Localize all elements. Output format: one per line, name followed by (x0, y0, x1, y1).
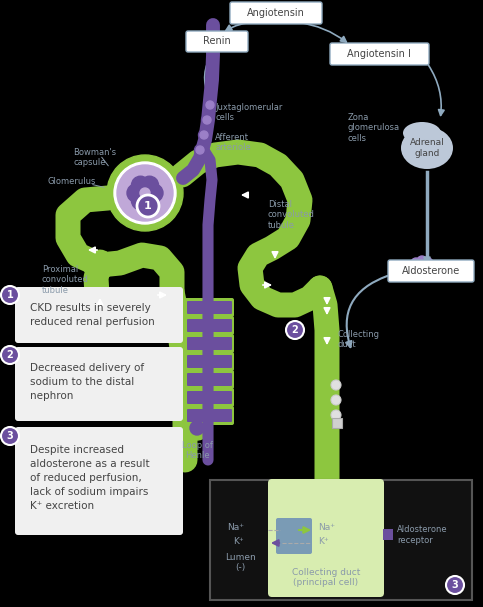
Text: Glomerulus: Glomerulus (48, 177, 97, 186)
FancyBboxPatch shape (187, 319, 232, 332)
Circle shape (145, 184, 163, 202)
FancyBboxPatch shape (388, 260, 474, 282)
Circle shape (1, 346, 19, 364)
FancyBboxPatch shape (181, 298, 234, 317)
Text: Collecting duct
(principal cell): Collecting duct (principal cell) (292, 568, 360, 588)
Text: K⁺: K⁺ (233, 537, 244, 546)
FancyBboxPatch shape (268, 479, 384, 517)
Circle shape (199, 129, 210, 140)
Text: Adrenal
gland: Adrenal gland (410, 138, 444, 158)
Circle shape (203, 116, 211, 124)
FancyBboxPatch shape (210, 480, 472, 600)
FancyBboxPatch shape (15, 427, 183, 535)
Text: Despite increased
aldosterone as a result
of reduced perfusion,
lack of sodium i: Despite increased aldosterone as a resul… (30, 445, 150, 511)
Text: 1: 1 (144, 201, 152, 211)
Text: Lumen
(-): Lumen (-) (225, 553, 256, 572)
Circle shape (331, 395, 341, 405)
Circle shape (411, 258, 421, 268)
Circle shape (204, 100, 215, 110)
Text: CKD results in severely
reduced renal perfusion: CKD results in severely reduced renal pe… (30, 303, 155, 327)
FancyBboxPatch shape (181, 370, 234, 389)
Circle shape (131, 176, 150, 194)
Circle shape (140, 188, 150, 198)
FancyBboxPatch shape (15, 287, 183, 343)
Text: Afferent
arteriole: Afferent arteriole (215, 133, 251, 152)
Text: Angiotensin I: Angiotensin I (347, 49, 411, 59)
FancyBboxPatch shape (187, 337, 232, 350)
FancyBboxPatch shape (187, 355, 232, 368)
Text: Distal
convoluted
tubule: Distal convoluted tubule (268, 200, 315, 230)
Circle shape (200, 131, 208, 139)
Circle shape (1, 286, 19, 304)
FancyBboxPatch shape (276, 518, 312, 554)
FancyBboxPatch shape (181, 316, 234, 335)
FancyBboxPatch shape (187, 391, 232, 404)
FancyBboxPatch shape (15, 347, 183, 421)
Circle shape (114, 162, 176, 224)
Circle shape (127, 184, 145, 202)
Circle shape (141, 176, 158, 194)
FancyBboxPatch shape (181, 352, 234, 371)
Text: Bowman's
capsule: Bowman's capsule (73, 148, 116, 168)
Text: 2: 2 (7, 350, 14, 360)
Circle shape (286, 321, 304, 339)
Circle shape (117, 165, 173, 221)
FancyBboxPatch shape (268, 551, 384, 597)
Text: Decreased delivery of
sodium to the distal
nephron: Decreased delivery of sodium to the dist… (30, 363, 144, 401)
Bar (332, 418, 342, 428)
Text: 1: 1 (7, 290, 14, 300)
Ellipse shape (403, 122, 441, 144)
Text: Aldosterone: Aldosterone (402, 266, 460, 276)
Text: 3: 3 (452, 580, 458, 590)
Circle shape (331, 410, 341, 420)
Ellipse shape (401, 127, 453, 169)
Circle shape (446, 576, 464, 594)
Bar (383, 529, 393, 540)
Circle shape (131, 192, 150, 210)
Circle shape (137, 195, 159, 217)
FancyBboxPatch shape (268, 511, 384, 559)
Text: Collecting
duct: Collecting duct (338, 330, 380, 350)
Circle shape (423, 258, 433, 268)
Text: 2: 2 (292, 325, 298, 335)
Text: 3: 3 (7, 431, 14, 441)
FancyBboxPatch shape (187, 409, 232, 422)
Text: Proximal
convoluted
tubule: Proximal convoluted tubule (42, 265, 89, 295)
Text: Juxtaglomerular
cells: Juxtaglomerular cells (215, 103, 283, 123)
Circle shape (331, 380, 341, 390)
Text: Zona
glomerulosa
cells: Zona glomerulosa cells (348, 113, 400, 143)
FancyBboxPatch shape (330, 43, 429, 65)
FancyBboxPatch shape (186, 31, 248, 52)
Circle shape (185, 416, 209, 440)
Text: Loop of
Henle: Loop of Henle (182, 441, 213, 460)
Text: Renin: Renin (203, 36, 231, 47)
FancyBboxPatch shape (181, 334, 234, 353)
Circle shape (196, 146, 204, 154)
Text: Aldosterone
receptor: Aldosterone receptor (397, 525, 448, 544)
FancyBboxPatch shape (187, 373, 232, 386)
Text: Angiotensin: Angiotensin (247, 8, 305, 18)
Circle shape (206, 101, 214, 109)
FancyBboxPatch shape (187, 301, 232, 314)
Circle shape (1, 427, 19, 445)
Circle shape (141, 192, 158, 210)
Text: Na⁺: Na⁺ (318, 523, 335, 532)
Text: K⁺: K⁺ (318, 537, 328, 546)
FancyBboxPatch shape (230, 2, 322, 24)
FancyBboxPatch shape (181, 406, 234, 425)
Circle shape (107, 155, 183, 231)
Circle shape (190, 421, 204, 435)
FancyBboxPatch shape (181, 388, 234, 407)
Circle shape (201, 115, 213, 126)
Text: Na⁺: Na⁺ (227, 523, 244, 532)
Circle shape (195, 144, 205, 155)
Circle shape (417, 256, 427, 266)
